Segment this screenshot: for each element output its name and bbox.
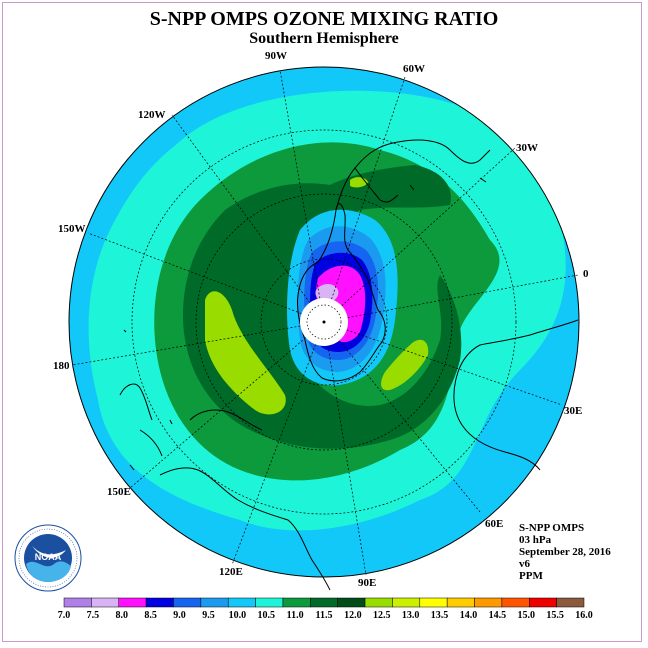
meridian-180 (71, 321, 325, 366)
scale-tick-label: 10.5 (257, 610, 275, 621)
map-subtitle: Southern Hemisphere (249, 30, 399, 47)
version-label: v6 (519, 558, 530, 570)
instrument-label: S-NPP OMPS (519, 522, 585, 534)
scale-tick-label: 9.5 (202, 610, 215, 621)
scale-swatch (145, 597, 174, 608)
scale-tick-label: 15.5 (546, 610, 564, 621)
lon-label-90w: 90W (265, 50, 287, 62)
svg-text:NOAA: NOAA (35, 552, 62, 562)
meridian-30w (323, 147, 516, 323)
pressure-level: 03 hPa (519, 534, 552, 546)
image-frame (2, 2, 642, 642)
scale-swatch (118, 597, 147, 608)
scale-swatch (255, 597, 284, 608)
meridian-120e (231, 321, 325, 566)
band-12-12.5 (381, 339, 429, 391)
scale-tick-label: 9.0 (173, 610, 186, 621)
lat-lon-grid (71, 69, 579, 576)
scale-tick-label: 12.0 (344, 610, 362, 621)
lon-label-150w: 150W (58, 223, 86, 235)
info-block: S-NPP OMPS 03 hPa September 28, 2016 v6 … (519, 522, 611, 582)
scale-tick-label: 11.5 (316, 610, 333, 621)
scale-swatch (446, 597, 475, 608)
scale-tick-label: 15.0 (517, 610, 535, 621)
latitude-circle (195, 193, 453, 451)
meridian-150e (129, 321, 325, 489)
lon-label-0: 0 (583, 268, 589, 280)
lon-label-60e: 60E (485, 518, 504, 530)
scale-tick-label: 14.0 (460, 610, 478, 621)
lon-label-120e: 120E (219, 566, 243, 578)
meridian-90w (279, 69, 325, 323)
scale-swatch (282, 597, 311, 608)
meridian-60w (323, 76, 406, 323)
scale-swatch (173, 597, 202, 608)
australia-coastline (159, 409, 331, 591)
scale-tick-label: 11.0 (287, 610, 304, 621)
lon-label-30e: 30E (564, 405, 583, 417)
meridian-60e (323, 321, 481, 513)
map-outline (68, 66, 580, 578)
pole-marker (306, 304, 342, 340)
ozone-field (69, 67, 579, 577)
scale-swatch (91, 597, 119, 608)
scale-swatch (63, 597, 92, 608)
scale-swatch (337, 597, 366, 608)
band-12-12.5 (205, 291, 286, 415)
coastlines (119, 139, 579, 591)
units-label: PPM (519, 570, 543, 582)
date-label: September 28, 2016 (519, 546, 611, 558)
lon-label-90e: 90E (358, 577, 377, 589)
scale-swatch (556, 597, 585, 608)
south-america-coastline (335, 139, 491, 211)
scale-tick-label: 16.0 (575, 610, 593, 621)
scale-swatch (392, 597, 421, 608)
scale-tick-label: 8.0 (116, 610, 129, 621)
scale-swatch (364, 597, 393, 608)
scale-tick-label: 7.5 (87, 610, 100, 621)
scale-swatch (310, 597, 338, 608)
band-7.5-8 (315, 284, 339, 303)
africa-coastline (453, 319, 579, 471)
scale-swatch (501, 597, 530, 608)
meridian-0 (323, 274, 579, 323)
scale-swatch (200, 597, 229, 608)
lon-label-150e: 150E (107, 486, 131, 498)
island-outlines (123, 177, 487, 471)
scale-swatch (474, 597, 503, 608)
scale-swatch (227, 597, 256, 608)
noaa-logo: NOAA (14, 524, 82, 592)
scale-swatch (419, 597, 448, 608)
latitude-circle (260, 258, 388, 386)
scale-tick-label: 12.5 (373, 610, 391, 621)
scale-swatch (529, 597, 557, 608)
new-zealand-coastline (119, 383, 163, 457)
lon-label-30w: 30W (516, 142, 538, 154)
scale-tick-label: 13.0 (402, 610, 420, 621)
scale-tick-label: 14.5 (489, 610, 507, 621)
meridian-90e (323, 321, 367, 576)
meridian-120w (171, 114, 325, 323)
antarctica-coastline (297, 203, 386, 382)
lon-label-60w: 60W (403, 63, 425, 75)
scale-tick-label: 8.5 (144, 610, 157, 621)
lon-label-180: 180 (53, 360, 70, 372)
map-title: S-NPP OMPS OZONE MIXING RATIO (149, 8, 499, 30)
scale-tick-label: 7.0 (58, 610, 71, 621)
scale-tick-label: 10.0 (229, 610, 247, 621)
lon-label-120w: 120W (138, 109, 166, 121)
latitude-circle (131, 129, 517, 515)
scale-tick-label: 13.5 (431, 610, 449, 621)
